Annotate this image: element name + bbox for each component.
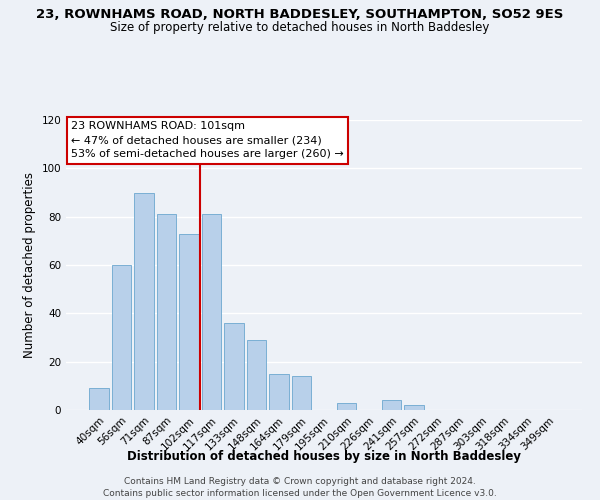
Text: Distribution of detached houses by size in North Baddesley: Distribution of detached houses by size … bbox=[127, 450, 521, 463]
Bar bbox=[404, 405, 424, 410]
Text: Size of property relative to detached houses in North Baddesley: Size of property relative to detached ho… bbox=[110, 21, 490, 34]
Bar bbox=[337, 403, 356, 410]
Bar bbox=[292, 376, 311, 410]
Bar bbox=[134, 192, 154, 410]
Bar bbox=[179, 234, 199, 410]
Bar bbox=[157, 214, 176, 410]
Bar bbox=[382, 400, 401, 410]
Text: 23, ROWNHAMS ROAD, NORTH BADDESLEY, SOUTHAMPTON, SO52 9ES: 23, ROWNHAMS ROAD, NORTH BADDESLEY, SOUT… bbox=[37, 8, 563, 20]
Text: Contains HM Land Registry data © Crown copyright and database right 2024.: Contains HM Land Registry data © Crown c… bbox=[124, 478, 476, 486]
Bar bbox=[224, 323, 244, 410]
Bar bbox=[269, 374, 289, 410]
Text: Contains public sector information licensed under the Open Government Licence v3: Contains public sector information licen… bbox=[103, 489, 497, 498]
Bar bbox=[202, 214, 221, 410]
Bar bbox=[89, 388, 109, 410]
Bar bbox=[247, 340, 266, 410]
Bar bbox=[112, 265, 131, 410]
Text: 23 ROWNHAMS ROAD: 101sqm
← 47% of detached houses are smaller (234)
53% of semi-: 23 ROWNHAMS ROAD: 101sqm ← 47% of detach… bbox=[71, 122, 344, 160]
Y-axis label: Number of detached properties: Number of detached properties bbox=[23, 172, 36, 358]
